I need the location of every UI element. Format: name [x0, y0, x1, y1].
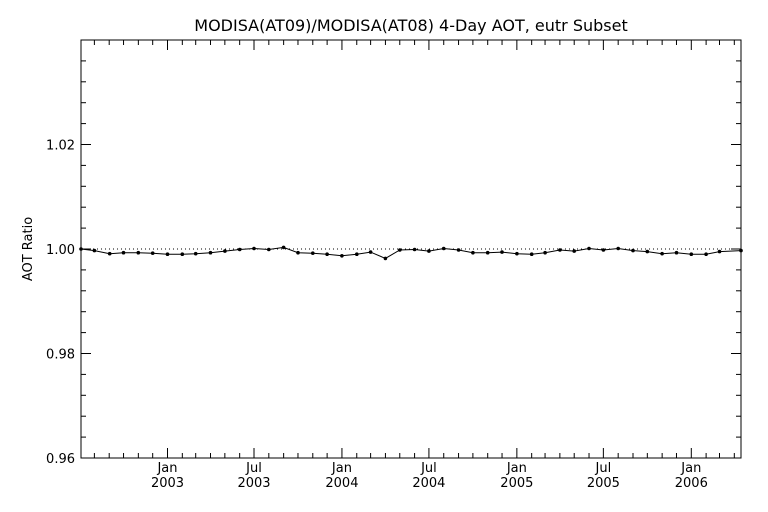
x-tick-month-label: Jul — [245, 461, 262, 476]
y-tick-label: 1.00 — [46, 243, 75, 258]
x-tick-month-label: Jan — [506, 461, 527, 476]
data-point — [616, 246, 620, 251]
data-point — [368, 250, 373, 254]
series-line — [80, 246, 742, 259]
data-point — [645, 249, 650, 254]
y-axis: 0.96 0.98 1.00 1.02 — [46, 39, 741, 467]
y-tick-label: 0.96 — [46, 452, 75, 467]
x-tick-year-label: 2005 — [587, 476, 620, 491]
data-point — [739, 248, 743, 253]
data-point — [383, 256, 388, 261]
data-point — [412, 247, 417, 252]
data-point — [340, 254, 344, 258]
data-point — [471, 250, 475, 255]
data-point — [631, 248, 635, 253]
x-tick-month-label: Jan — [680, 461, 701, 476]
series-layer — [79, 245, 743, 261]
x-tick-month-label: Jan — [156, 461, 177, 476]
data-point — [660, 251, 664, 256]
x-tick-year-label: 2003 — [237, 476, 270, 491]
x-tick-month-label: Jul — [595, 461, 612, 476]
plot-frame — [80, 39, 742, 459]
y-axis-label: AOT Ratio — [21, 217, 36, 281]
x-tick-year-label: 2005 — [500, 476, 533, 491]
data-point — [515, 251, 519, 256]
data-point — [689, 252, 694, 256]
data-point — [296, 250, 300, 255]
x-tick-month-label: Jan — [331, 461, 352, 476]
data-point — [165, 252, 170, 256]
data-point — [325, 252, 329, 256]
data-point — [136, 250, 141, 255]
x-tick-month-label: Jul — [420, 461, 437, 476]
data-point — [587, 246, 591, 251]
data-point — [558, 248, 562, 252]
data-point — [601, 248, 606, 252]
data-point — [674, 250, 679, 255]
data-point — [223, 249, 227, 253]
data-point — [92, 248, 97, 253]
data-point — [529, 252, 534, 256]
data-point — [441, 246, 446, 251]
data-point — [237, 247, 242, 252]
data-point — [355, 252, 359, 256]
data-point — [456, 248, 461, 252]
data-point — [485, 250, 490, 255]
y-tick-label: 0.98 — [46, 348, 75, 363]
chart-title: MODISA(AT09)/MODISA(AT08) 4-Day AOT, eut… — [194, 16, 627, 35]
data-point — [398, 248, 402, 252]
data-point — [572, 249, 576, 253]
data-point — [704, 252, 708, 256]
data-point — [208, 250, 213, 255]
data-point — [107, 251, 112, 256]
data-point — [427, 249, 431, 253]
data-point — [180, 252, 185, 256]
data-point — [267, 247, 271, 252]
data-point — [500, 250, 504, 254]
data-point — [121, 250, 126, 255]
data-point — [150, 251, 155, 255]
x-tick-year-label: 2006 — [675, 476, 708, 491]
data-point — [281, 245, 286, 250]
data-point — [717, 249, 722, 254]
x-tick-year-label: 2004 — [412, 476, 445, 491]
data-point — [311, 251, 315, 255]
data-point — [193, 251, 198, 256]
data-point — [252, 246, 256, 251]
y-tick-label: 1.02 — [46, 139, 75, 154]
x-axis: Jan2003Jul2003Jan2004Jul2004Jan2005Jul20… — [93, 40, 735, 491]
x-tick-year-label: 2003 — [151, 476, 184, 491]
x-tick-year-label: 2004 — [325, 476, 358, 491]
data-point — [543, 250, 547, 255]
